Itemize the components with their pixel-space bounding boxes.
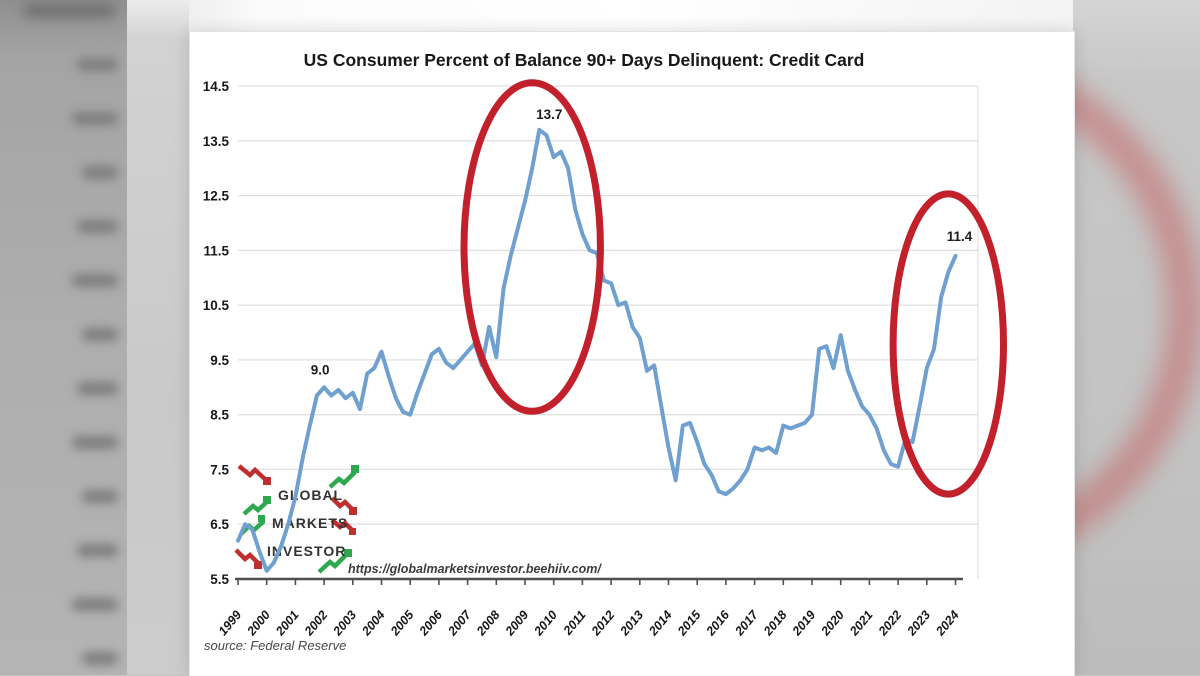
x-tick-label: 2002 <box>301 608 330 639</box>
logo-line-1: GLOBAL <box>278 487 343 503</box>
data-label: 9.0 <box>311 362 330 377</box>
x-tick-label: 2016 <box>703 607 733 639</box>
arrow-marker <box>263 496 271 504</box>
x-tick-label: 1999 <box>216 608 245 638</box>
y-tick-label: 7.5 <box>210 462 229 477</box>
x-tick-label: 2021 <box>846 608 875 639</box>
x-tick-label: 2013 <box>617 608 646 639</box>
arrow-marker <box>351 465 359 473</box>
backdrop-blurred-blob <box>23 4 115 17</box>
x-tick-label: 2001 <box>272 608 301 639</box>
source-note: source: Federal Reserve <box>204 638 346 653</box>
arrow-marker <box>349 507 357 515</box>
uptrend-arrow-icon <box>242 498 271 516</box>
backdrop-blurred-blob <box>72 436 118 449</box>
x-tick-label: 2024 <box>933 608 962 639</box>
x-tick-label: 2014 <box>646 608 675 639</box>
y-tick-label: 9.5 <box>210 353 229 368</box>
chart-card: GLOBAL MARKETS INVESTOR https://globalma… <box>189 31 1075 676</box>
backdrop-right-strip <box>1073 0 1200 675</box>
chart-title: US Consumer Percent of Balance 90+ Days … <box>304 50 865 70</box>
backdrop-blurred-blob <box>82 328 118 341</box>
data-label: 11.4 <box>947 229 973 244</box>
uptrend-arrow-icon <box>317 551 350 574</box>
delinquency-rate-line <box>236 127 958 573</box>
downtrend-arrow-icon <box>330 518 356 534</box>
x-tick-label: 2003 <box>330 608 359 639</box>
x-tick-label: 2015 <box>674 607 704 639</box>
logo-line-2: MARKETS <box>272 515 348 531</box>
x-tick-label: 2007 <box>445 607 475 639</box>
x-tick-label: 2019 <box>789 608 818 639</box>
backdrop-blurred-blob <box>72 112 118 125</box>
x-tick-label: 2020 <box>818 608 847 639</box>
backdrop-blurred-blob <box>77 382 118 395</box>
arrow-marker <box>344 549 352 557</box>
downtrend-arrow-icon <box>237 464 268 482</box>
x-tick-label: 2010 <box>531 608 560 639</box>
x-tick-label: 2009 <box>502 608 531 639</box>
backdrop-blurred-blob <box>82 652 118 665</box>
gridlines-layer <box>238 85 979 579</box>
x-tick-label: 2008 <box>473 608 502 639</box>
logo-line-3: INVESTOR <box>267 543 346 559</box>
backdrop-blurred-blob <box>72 598 118 611</box>
uptrend-arrow-icon <box>328 470 357 489</box>
backdrop-blurred-blob <box>77 220 118 233</box>
backdrop-left-strip <box>0 0 127 675</box>
data-labels-layer: 9.0 13.7 11.4 <box>311 107 973 377</box>
x-tick-label: 2004 <box>359 608 388 639</box>
x-tick-label: 2023 <box>904 608 933 639</box>
x-tick-label: 2000 <box>244 608 273 639</box>
arrow-marker <box>263 477 271 485</box>
arrow-marker <box>254 561 262 569</box>
y-tick-label: 11.5 <box>203 243 229 258</box>
highlight-ellipses-layer <box>460 79 1007 498</box>
highlight-ellipse <box>460 79 604 415</box>
backdrop-blurred-blob <box>82 490 118 503</box>
data-label: 13.7 <box>536 107 562 122</box>
series-layer <box>236 127 958 573</box>
backdrop-left-gutter <box>127 0 189 675</box>
y-tick-label: 8.5 <box>210 408 229 423</box>
x-tick-label: 2017 <box>732 607 762 639</box>
x-tick-label: 2011 <box>560 608 589 638</box>
arrow-marker <box>258 515 265 522</box>
x-tick-label: 2012 <box>588 608 617 639</box>
backdrop-blurred-blob <box>77 544 118 557</box>
blurred-red-ellipse <box>1073 49 1200 573</box>
y-tick-label: 13.5 <box>203 134 230 149</box>
downtrend-arrow-icon <box>234 548 262 567</box>
x-tick-label: 2022 <box>875 608 904 639</box>
y-tick-label: 5.5 <box>210 572 229 587</box>
x-tick-label: 2005 <box>387 607 417 639</box>
x-tick-label: 2006 <box>416 607 446 639</box>
y-tick-label: 14.5 <box>203 79 230 94</box>
y-tick-label: 12.5 <box>203 189 230 204</box>
y-tick-label: 6.5 <box>210 517 229 532</box>
delinquency-chart: GLOBAL MARKETS INVESTOR https://globalma… <box>203 50 1007 653</box>
backdrop-top-band <box>189 0 1073 31</box>
highlight-ellipse <box>889 190 1007 498</box>
downtrend-arrow-icon <box>330 496 356 513</box>
backdrop-blurred-blob <box>82 166 118 179</box>
watermark-url: https://globalmarketsinvestor.beehiiv.co… <box>348 562 602 576</box>
x-tick-label: 2018 <box>760 608 789 639</box>
backdrop-blurred-blob <box>77 58 118 71</box>
backdrop-blurred-blob <box>72 274 118 287</box>
y-tick-label: 10.5 <box>203 298 230 313</box>
arrow-marker <box>349 528 356 535</box>
